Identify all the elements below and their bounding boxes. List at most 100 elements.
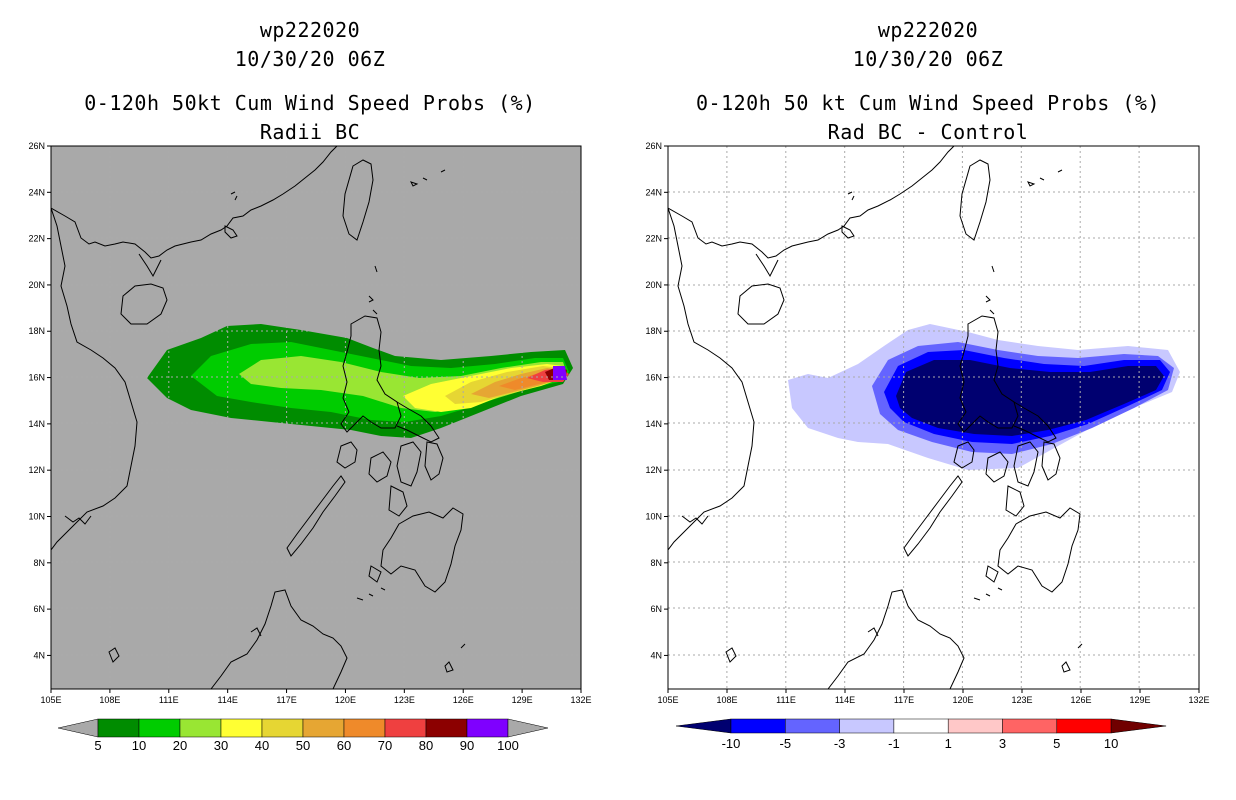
right-lon-label: 126E [1070,695,1091,705]
left-colorbar-label: 100 [497,738,519,753]
right-colorbar-low-arrow [675,718,732,734]
left-lon-label: 132E [570,695,591,705]
left-colorbar-label: 5 [94,738,101,753]
left-colorbar-label: 30 [214,738,228,753]
left-lon-label: 111E [159,695,179,705]
left-lon-label: 123E [394,695,415,705]
left-storm-id: wp222020 [259,18,361,42]
left-colorbar-box [179,718,222,738]
left-subtitle: Radii BC [259,120,361,144]
left-lon-label: 129E [512,695,533,705]
left-colorbar-label: 70 [378,738,392,753]
left-datetime: 10/30/20 06Z [234,47,386,71]
right-lat-label: 16N [645,373,662,383]
left-title-block: wp222020 10/30/20 06Z 0-120h 50kt Cum Wi… [40,16,580,147]
right-colorbar-box [1056,718,1112,734]
right-colorbar-label: 10 [1104,736,1118,751]
left-lon-label: 114E [217,695,237,705]
left-colorbar-high-arrow [507,718,549,738]
left-colorbar-label: 20 [173,738,187,753]
left-lat-label: 6N [33,604,45,614]
right-lat-label: 20N [645,280,662,290]
left-lat-label: 26N [28,141,45,151]
left-colorbar-box [343,718,386,738]
right-colorbar: -10 -5 -3 -1 1 3 5 10 [675,718,1167,751]
right-lon-label: 117E [894,695,914,705]
right-lat-label: 22N [645,234,662,244]
left-lat-label: 8N [33,558,45,568]
right-colorbar-box [1002,718,1058,734]
right-colorbar-label: -3 [834,736,846,751]
left-lon-label: 126E [453,695,474,705]
left-colorbar-label: 40 [255,738,269,753]
left-colorbar-box [97,718,140,738]
left-map-frame [50,145,582,690]
left-prob-90pct [553,366,567,380]
right-lat-label: 26N [645,141,662,151]
left-map-panel: 105E 108E 111E 114E 117E 120E 123E 126E 129E 132E… [28,141,591,705]
right-title-block: wp222020 10/30/20 06Z 0-120h 50 kt Cum W… [656,16,1200,147]
right-lat-label: 6N [650,604,662,614]
right-colorbar-high-arrow [1110,718,1167,734]
right-lat-label: 10N [645,511,662,521]
left-colorbar-label: 50 [296,738,310,753]
left-colorbar-box [466,718,509,738]
right-lon-label: 120E [952,695,973,705]
left-colorbar: 5 10 20 30 40 50 60 70 80 90 100 [57,718,549,753]
left-lat-label: 16N [28,373,45,383]
right-map-panel: 105E 108E 111E 114E 117E 120E 123E 126E 129E 132E… [645,141,1209,705]
right-datetime: 10/30/20 06Z [852,47,1004,71]
right-colorbar-label: 3 [999,736,1006,751]
left-lat-label: 10N [28,511,45,521]
left-colorbar-box [261,718,304,738]
left-lat-label: 12N [28,465,45,475]
right-colorbar-label: -1 [888,736,900,751]
left-lon-label: 117E [276,695,296,705]
right-storm-id: wp222020 [877,18,979,42]
left-product-title: 0-120h 50kt Cum Wind Speed Probs (%) [84,91,536,115]
left-colorbar-box [302,718,345,738]
right-colorbar-box [730,718,786,734]
right-lat-label: 8N [650,558,662,568]
right-lon-label: 123E [1011,695,1032,705]
left-axis-ticks: 105E 108E 111E 114E 117E 120E 123E 126E 129E 132E… [28,141,591,705]
left-lat-label: 22N [28,234,45,244]
left-colorbar-box [425,718,468,738]
right-lat-label: 4N [650,650,662,660]
right-lon-label: 108E [716,695,737,705]
right-lon-label: 129E [1129,695,1150,705]
left-colorbar-box [220,718,263,738]
right-lon-label: 132E [1188,695,1209,705]
right-lat-label: 14N [645,419,662,429]
left-lat-label: 20N [28,280,45,290]
left-colorbar-box [138,718,181,738]
right-colorbar-label: 5 [1053,736,1060,751]
right-colorbar-label: -5 [780,736,792,751]
right-lat-label: 12N [645,465,662,475]
right-lat-label: 24N [645,187,662,197]
left-lat-label: 24N [28,187,45,197]
right-lon-label: 105E [657,695,678,705]
left-colorbar-label: 10 [132,738,146,753]
right-product-title: 0-120h 50 kt Cum Wind Speed Probs (%) [695,91,1161,115]
right-colorbar-box [947,718,1003,734]
left-lat-label: 14N [28,419,45,429]
right-colorbar-box [893,718,949,734]
right-lon-label: 114E [835,695,855,705]
left-lat-label: 18N [28,326,45,336]
left-lon-label: 105E [40,695,61,705]
right-colorbar-label: 1 [945,736,952,751]
right-lon-label: 111E [776,695,796,705]
right-colorbar-box [785,718,840,734]
right-axis-ticks: 105E 108E 111E 114E 117E 120E 123E 126E 129E 132E… [645,141,1209,705]
left-colorbar-label: 80 [419,738,433,753]
left-colorbar-box [384,718,427,738]
right-lat-label: 18N [645,326,662,336]
left-lon-label: 120E [335,695,356,705]
right-map-frame [667,145,1200,690]
right-colorbar-box [839,718,895,734]
left-lat-label: 4N [33,650,45,660]
right-colorbar-label: -10 [722,736,741,751]
left-colorbar-low-arrow [57,718,99,738]
